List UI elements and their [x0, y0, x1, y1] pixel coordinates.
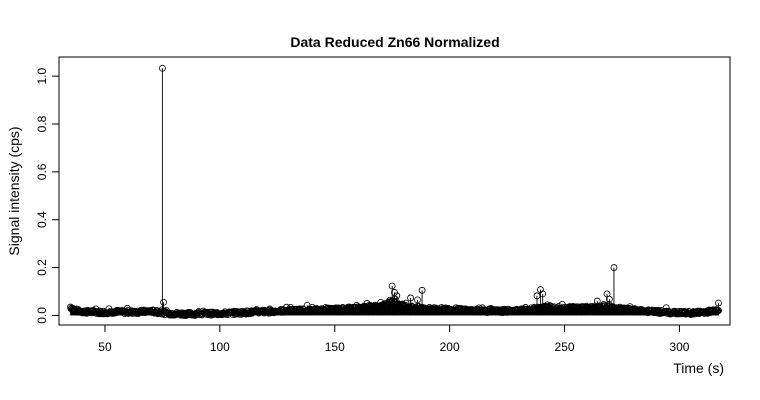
x-axis-label: Time (s) [673, 360, 724, 376]
x-tick-label: 200 [440, 340, 460, 354]
x-tick-label: 250 [555, 340, 575, 354]
data-point [605, 295, 613, 303]
y-axis: 0.0 0.2 0.4 0.6 0.8 1.0 [35, 67, 60, 324]
x-tick-label: 100 [210, 340, 230, 354]
x-tick-label: 300 [669, 340, 689, 354]
data-point [715, 307, 722, 314]
data-points [67, 64, 722, 319]
data-point [715, 299, 722, 307]
data-point [160, 298, 167, 306]
y-tick-label: 0.2 [35, 259, 49, 276]
y-tick-label: 0.6 [35, 163, 49, 180]
data-point [537, 286, 544, 293]
y-tick-label: 0.4 [35, 211, 49, 228]
data-point [414, 296, 421, 304]
y-tick-label: 0.0 [35, 307, 49, 324]
data-point [407, 294, 414, 302]
plot-frame [58, 56, 731, 326]
data-point [393, 292, 401, 300]
spike-lines [70, 68, 719, 316]
x-axis: 50 100 150 200 250 300 [98, 324, 690, 354]
data-point [391, 289, 398, 296]
data-point [418, 286, 426, 294]
y-tick-label: 0.8 [35, 115, 49, 132]
data-point [610, 264, 618, 271]
data-point [388, 282, 396, 290]
data-point [593, 297, 601, 305]
data-point [150, 306, 158, 314]
x-tick-label: 50 [98, 340, 112, 354]
data-point [539, 290, 547, 298]
data-point [159, 64, 166, 72]
x-tick-label: 150 [325, 340, 345, 354]
y-axis-label: Signal intensity (cps) [6, 126, 22, 255]
y-tick-label: 1.0 [35, 67, 49, 84]
chart-title: Data Reduced Zn66 Normalized [290, 34, 499, 50]
